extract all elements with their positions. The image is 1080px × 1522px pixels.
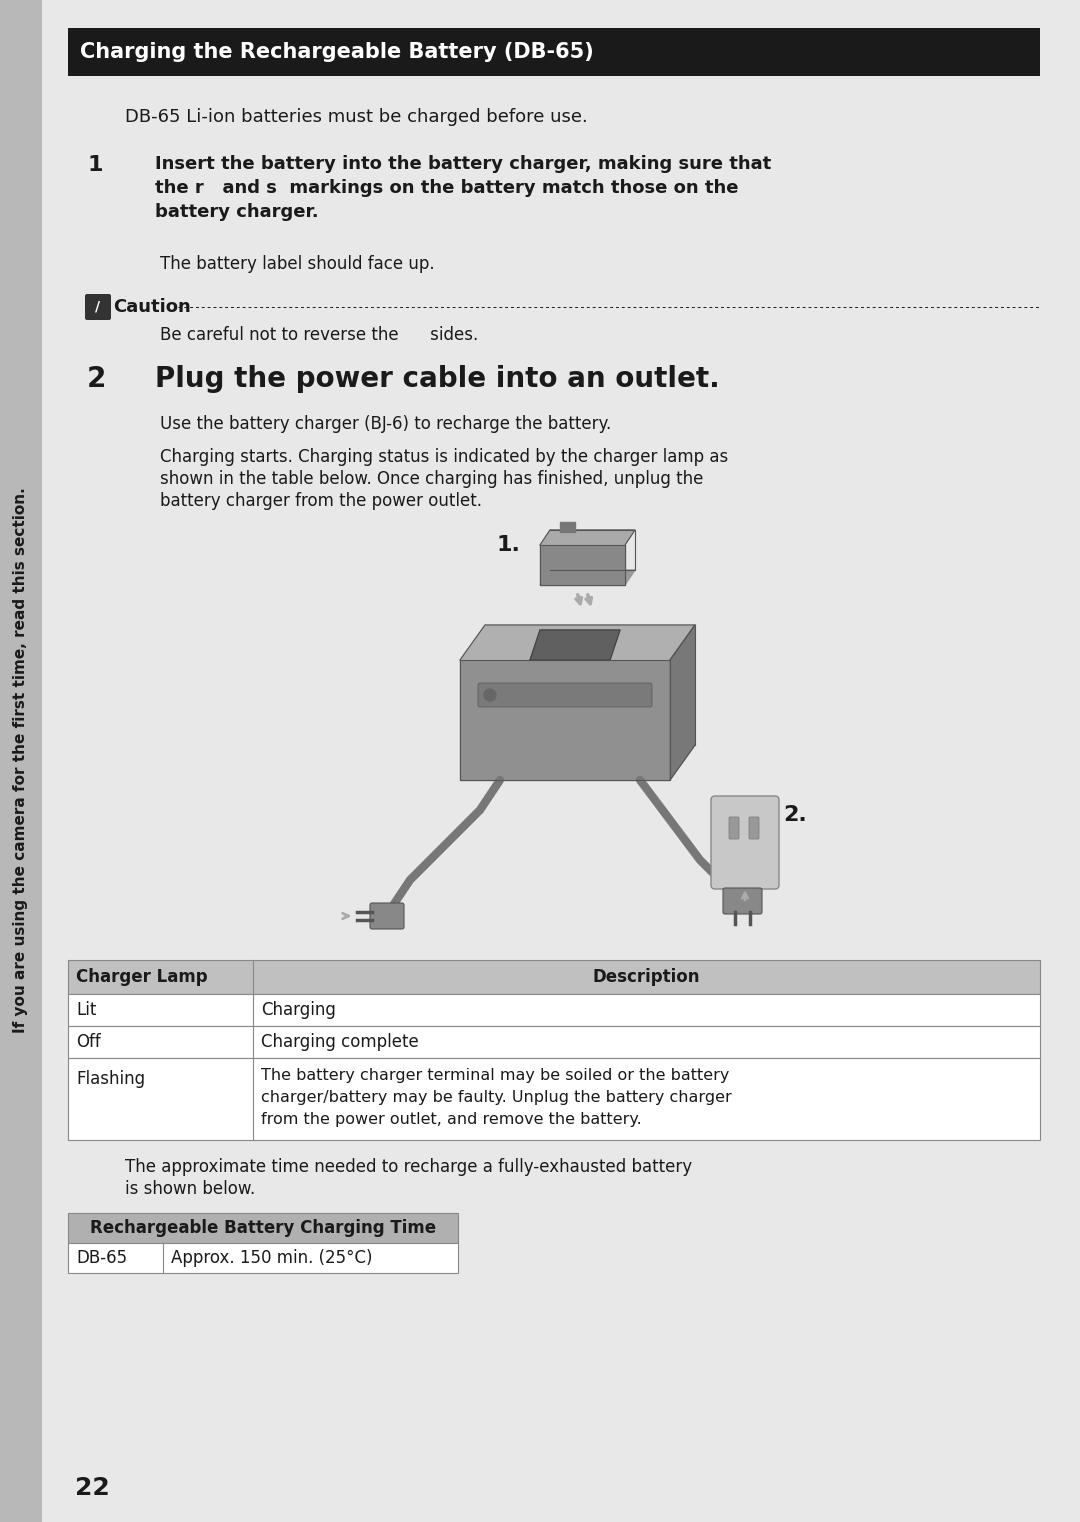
FancyBboxPatch shape (370, 903, 404, 928)
Text: 2.: 2. (783, 805, 807, 825)
Text: Charging: Charging (261, 1001, 336, 1020)
Bar (68, 994, 1040, 1026)
FancyBboxPatch shape (750, 817, 759, 839)
Text: Charging complete: Charging complete (261, 1033, 419, 1052)
Bar (0, 0, 42, 1522)
Bar (68, 960, 1040, 994)
Bar (68, 1026, 1040, 1058)
FancyBboxPatch shape (723, 887, 762, 915)
Bar (68, 1058, 1040, 1140)
Polygon shape (460, 661, 670, 779)
FancyBboxPatch shape (478, 683, 652, 708)
Bar (68, 27, 1040, 76)
Polygon shape (460, 626, 696, 661)
Text: Use the battery charger (BJ-6) to recharge the battery.: Use the battery charger (BJ-6) to rechar… (160, 416, 611, 432)
Bar (68, 1243, 458, 1272)
Text: Charging the Rechargeable Battery (DB-65): Charging the Rechargeable Battery (DB-65… (80, 43, 594, 62)
Text: battery charger.: battery charger. (156, 202, 319, 221)
Bar (68, 1213, 458, 1243)
FancyBboxPatch shape (711, 796, 779, 889)
Text: Description: Description (593, 968, 700, 986)
Text: Be careful not to reverse the      sides.: Be careful not to reverse the sides. (160, 326, 478, 344)
Text: Off: Off (76, 1033, 100, 1052)
Text: Insert the battery into the battery charger, making sure that: Insert the battery into the battery char… (156, 155, 771, 174)
Text: the r   and s  markings on the battery match those on the: the r and s markings on the battery matc… (156, 180, 739, 196)
Text: battery charger from the power outlet.: battery charger from the power outlet. (160, 492, 482, 510)
Text: 2: 2 (87, 365, 106, 393)
Text: Approx. 150 min. (25°C): Approx. 150 min. (25°C) (171, 1250, 373, 1266)
Text: from the power outlet, and remove the battery.: from the power outlet, and remove the ba… (261, 1113, 642, 1126)
Text: Plug the power cable into an outlet.: Plug the power cable into an outlet. (156, 365, 719, 393)
Text: Lit: Lit (76, 1001, 96, 1020)
Text: /: / (95, 300, 100, 314)
Text: The battery label should face up.: The battery label should face up. (160, 256, 434, 272)
Text: 1.: 1. (496, 536, 519, 556)
Polygon shape (670, 626, 696, 779)
Text: 1: 1 (87, 155, 103, 175)
Text: Charger Lamp: Charger Lamp (76, 968, 207, 986)
Polygon shape (530, 630, 620, 661)
Text: shown in the table below. Once charging has finished, unplug the: shown in the table below. Once charging … (160, 470, 703, 489)
Text: is shown below.: is shown below. (125, 1180, 255, 1198)
Polygon shape (540, 571, 635, 584)
Polygon shape (540, 530, 635, 545)
Text: The approximate time needed to recharge a fully-exhausted battery: The approximate time needed to recharge … (125, 1158, 692, 1177)
Text: Flashing: Flashing (76, 1070, 145, 1088)
Text: Caution: Caution (113, 298, 191, 317)
Text: If you are using the camera for the first time, read this section.: If you are using the camera for the firs… (13, 487, 28, 1033)
Text: Charging starts. Charging status is indicated by the charger lamp as: Charging starts. Charging status is indi… (160, 447, 728, 466)
Circle shape (484, 689, 496, 702)
Text: charger/battery may be faulty. Unplug the battery charger: charger/battery may be faulty. Unplug th… (261, 1090, 732, 1105)
Polygon shape (540, 545, 625, 584)
Text: Rechargeable Battery Charging Time: Rechargeable Battery Charging Time (90, 1219, 436, 1237)
Text: 22: 22 (75, 1476, 110, 1501)
Text: DB-65: DB-65 (76, 1250, 127, 1266)
Polygon shape (561, 522, 575, 533)
FancyBboxPatch shape (85, 294, 111, 320)
FancyBboxPatch shape (729, 817, 739, 839)
Text: The battery charger terminal may be soiled or the battery: The battery charger terminal may be soil… (261, 1068, 729, 1084)
Text: DB-65 Li-ion batteries must be charged before use.: DB-65 Li-ion batteries must be charged b… (125, 108, 588, 126)
